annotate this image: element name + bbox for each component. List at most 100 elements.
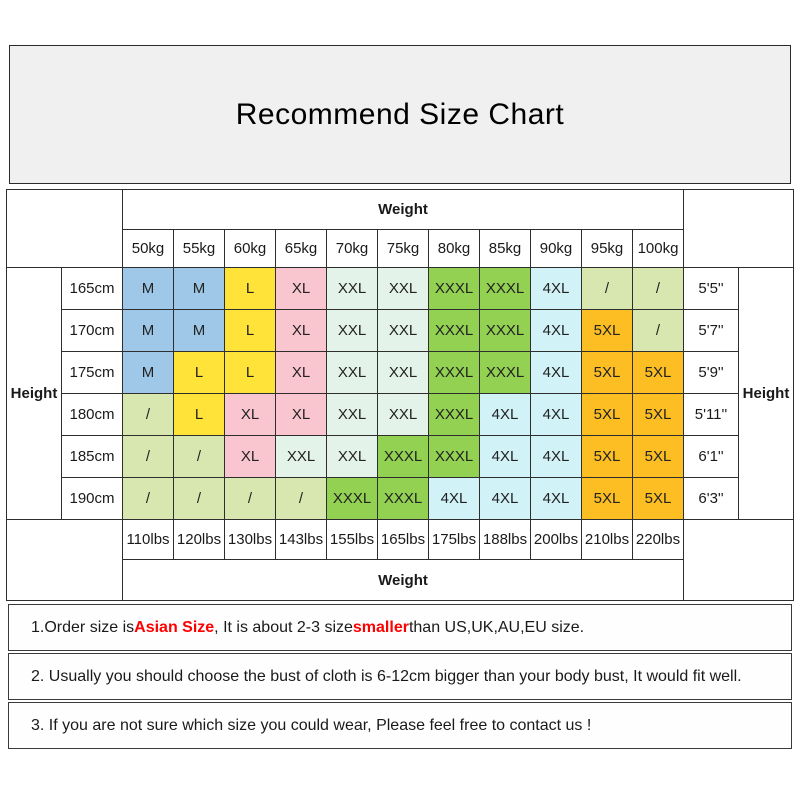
size-cell: 5XL bbox=[581, 309, 633, 352]
size-cell: / bbox=[173, 477, 225, 520]
size-cell: XL bbox=[224, 435, 276, 478]
height-cm-label: 165cm bbox=[61, 267, 123, 310]
note-text: 1.Order size is bbox=[31, 618, 135, 636]
kg-column-header: 75kg bbox=[377, 229, 429, 268]
height-row: 170cm M M L XL XXL XXL XXXL XXXL 4XL 5XL/5'7'' bbox=[7, 309, 794, 352]
size-cell: XL bbox=[275, 351, 327, 394]
size-cell: XXL bbox=[377, 309, 429, 352]
size-cell: / bbox=[631, 309, 685, 352]
kg-column-header: 55kg bbox=[173, 229, 225, 268]
size-cell: XXL bbox=[326, 393, 378, 436]
size-cell: XXL bbox=[326, 435, 378, 478]
kg-column-header: 65kg bbox=[275, 229, 327, 268]
page-title: Recommend Size Chart bbox=[235, 97, 565, 131]
note-text-emphasis: smaller bbox=[352, 618, 409, 636]
height-label-left: Height bbox=[6, 267, 62, 520]
size-cell: / bbox=[224, 477, 276, 520]
size-cell: / bbox=[581, 267, 633, 310]
kg-column-header: 50kg bbox=[122, 229, 174, 268]
height-cm-label: 190cm bbox=[61, 477, 123, 520]
kg-column-header: 100kg bbox=[631, 229, 685, 268]
size-cell: / bbox=[122, 435, 174, 478]
height-ft-label: 5'7'' bbox=[683, 309, 740, 352]
size-cell: XL bbox=[275, 309, 327, 352]
size-cell: XL bbox=[275, 267, 327, 310]
note-text: , It is about 2-3 size bbox=[214, 618, 353, 636]
notes-section: 1.Order size is Asian Size, It is about … bbox=[8, 604, 792, 749]
size-cell: / bbox=[631, 267, 685, 310]
height-ft-label: 6'3'' bbox=[683, 477, 740, 520]
size-cell: L bbox=[224, 351, 276, 394]
height-ft-label: 5'9'' bbox=[683, 351, 740, 394]
height-cm-label: 185cm bbox=[61, 435, 123, 478]
size-cell: / bbox=[122, 393, 174, 436]
height-row: 180cm / L XL XL XXL XXL XXXL 4XL 4XL 5XL 5XL 5'11'' bbox=[7, 393, 794, 436]
height-ft-label: 6'1'' bbox=[683, 435, 740, 478]
size-cell: 5XL bbox=[631, 435, 685, 478]
lbs-column-header: 110lbs bbox=[122, 519, 174, 560]
size-cell: XXXL bbox=[428, 309, 480, 352]
height-row: Height 165cm M M L XL XXL XXL XXXL XXXL 4XL //5'5''… bbox=[6, 267, 795, 520]
note-text: than US,UK,AU,EU size. bbox=[408, 618, 585, 636]
corner-bottom-left bbox=[6, 519, 123, 601]
size-cell: 5XL bbox=[631, 393, 685, 436]
kg-column-header: 60kg bbox=[224, 229, 276, 268]
title-box: Recommend Size Chart bbox=[9, 45, 791, 184]
weight-footer: Weight bbox=[121, 559, 685, 601]
size-cell: 4XL bbox=[479, 477, 531, 520]
lbs-column-header: 130lbs bbox=[224, 519, 276, 560]
size-cell: 5XL bbox=[631, 477, 685, 520]
note-3: 3. If you are not sure which size you co… bbox=[8, 702, 792, 749]
size-cell: XXXL bbox=[428, 267, 480, 310]
height-row: 190cm / / / / XXXL XXXL 4XL 4XL 4XL 5XL 5XL 6'3'' bbox=[7, 477, 794, 520]
size-chart-table: Weight 50kg 55kg 60kg 65kg 70kg 75kg 80kg 85kg 9… bbox=[6, 189, 795, 601]
size-cell: XXXL bbox=[479, 267, 531, 310]
size-cell: 5XL bbox=[581, 393, 633, 436]
size-cell: M bbox=[122, 309, 174, 352]
size-cell: 5XL bbox=[581, 435, 633, 478]
kg-column-header: 90kg bbox=[530, 229, 582, 268]
size-cell: XXXL bbox=[326, 477, 378, 520]
size-cell: XXL bbox=[377, 351, 429, 394]
height-cm-label: 170cm bbox=[61, 309, 123, 352]
size-cell: 5XL bbox=[581, 477, 633, 520]
kg-column-header: 95kg bbox=[581, 229, 633, 268]
kg-column-header: 85kg bbox=[479, 229, 531, 268]
size-cell: L bbox=[224, 309, 276, 352]
lbs-column-header: 120lbs bbox=[173, 519, 225, 560]
corner-bottom-right bbox=[683, 519, 795, 601]
size-cell: 5XL bbox=[581, 351, 633, 394]
note-text: 3. If you are not sure which size you co… bbox=[31, 716, 592, 734]
size-cell: / bbox=[122, 477, 174, 520]
size-cell: 4XL bbox=[530, 267, 582, 310]
size-cell: M bbox=[173, 309, 225, 352]
size-cell: 4XL bbox=[530, 393, 582, 436]
lbs-column-header: 188lbs bbox=[479, 519, 531, 560]
lbs-column-header: 210lbs bbox=[581, 519, 633, 560]
weight-header: Weight bbox=[121, 189, 685, 230]
size-cell: L bbox=[224, 267, 276, 310]
size-cell: M bbox=[122, 267, 174, 310]
lbs-column-header: 220lbs bbox=[631, 519, 685, 560]
weight-header-row: Weight bbox=[6, 189, 795, 268]
corner-top-left bbox=[6, 189, 123, 268]
size-cell: 4XL bbox=[428, 477, 480, 520]
size-cell: / bbox=[173, 435, 225, 478]
size-cell: XXL bbox=[377, 267, 429, 310]
height-cm-label: 175cm bbox=[61, 351, 123, 394]
size-cell: 4XL bbox=[479, 435, 531, 478]
height-row: 175cm M L L XL XXL XXL XXXL XXXL 4XL 5XL 5XL 5'9'' bbox=[7, 351, 794, 394]
size-cell: 4XL bbox=[530, 309, 582, 352]
lbs-column-header: 155lbs bbox=[326, 519, 378, 560]
size-cell: 4XL bbox=[530, 351, 582, 394]
size-cell: XXXL bbox=[479, 351, 531, 394]
size-cell: 4XL bbox=[530, 435, 582, 478]
size-cell: XXL bbox=[326, 309, 378, 352]
note-1: 1.Order size is Asian Size, It is about … bbox=[8, 604, 792, 651]
note-text: 2. Usually you should choose the bust of… bbox=[31, 667, 742, 685]
size-cell: XXXL bbox=[377, 477, 429, 520]
size-cell: XXL bbox=[275, 435, 327, 478]
lbs-column-header: 175lbs bbox=[428, 519, 480, 560]
lbs-column-header: 143lbs bbox=[275, 519, 327, 560]
corner-top-right bbox=[683, 189, 795, 268]
